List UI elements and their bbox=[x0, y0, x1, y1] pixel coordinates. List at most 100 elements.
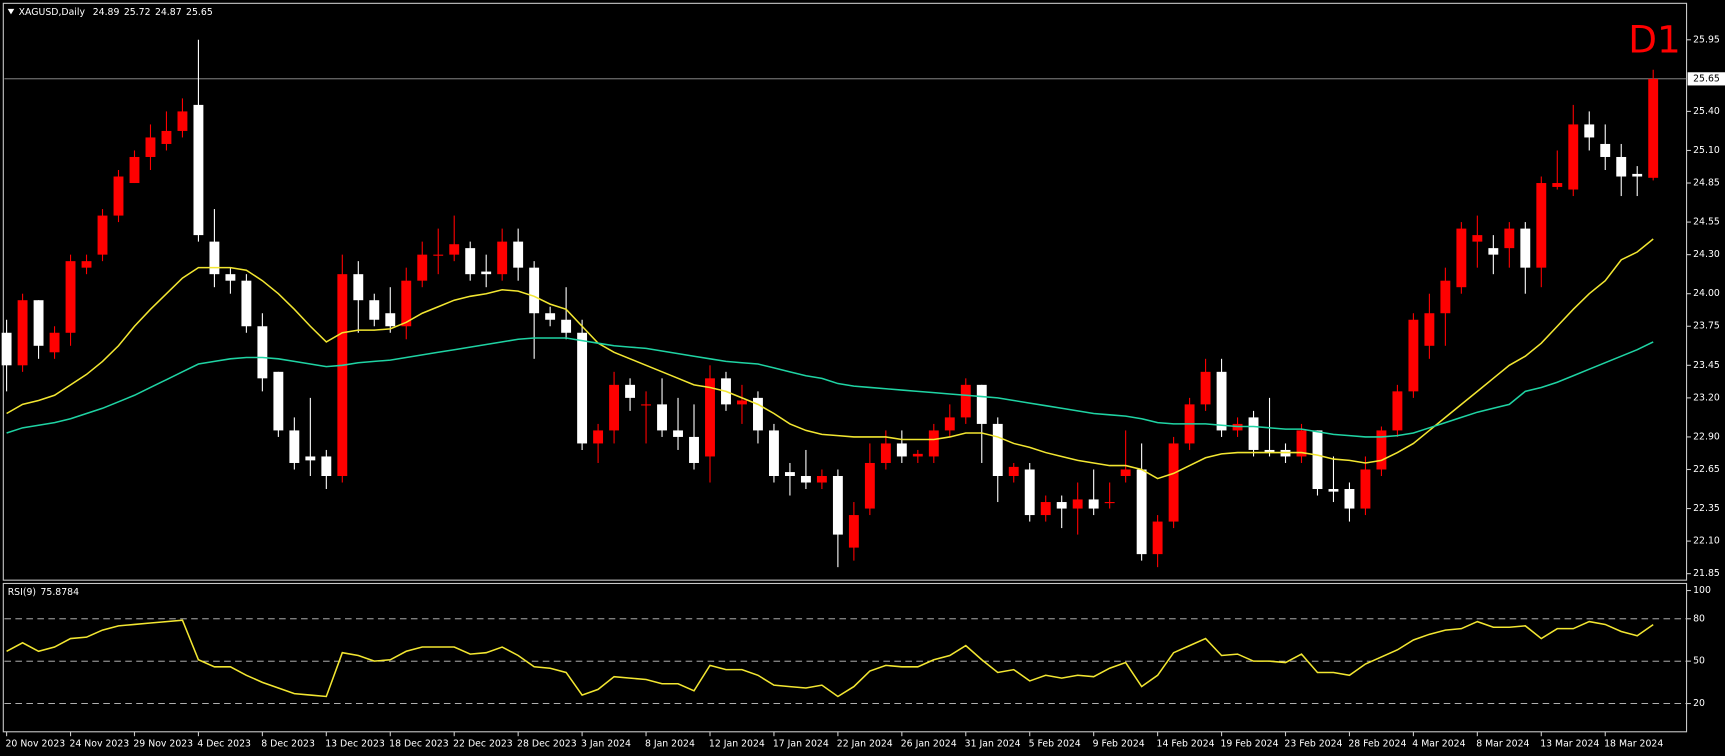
candle-body bbox=[513, 241, 524, 268]
x-tick-label: 8 Mar 2024 bbox=[1476, 738, 1529, 749]
candle-body bbox=[561, 319, 572, 333]
candle-body bbox=[1136, 469, 1147, 555]
candle-body bbox=[1008, 466, 1019, 476]
y-tick-label: 25.40 bbox=[1693, 106, 1720, 117]
candle-body bbox=[65, 261, 76, 333]
candle-body bbox=[1024, 469, 1035, 516]
candle-body bbox=[673, 430, 683, 437]
candle-body bbox=[1216, 371, 1227, 431]
y-tick-label: 22.10 bbox=[1693, 536, 1720, 547]
x-tick-label: 22 Jan 2024 bbox=[837, 738, 893, 749]
x-tick-label: 20 Nov 2023 bbox=[5, 738, 65, 749]
candle-body bbox=[529, 267, 540, 314]
candle-body bbox=[864, 462, 875, 509]
rsi-title: RSI(9) bbox=[8, 587, 36, 598]
x-tick-label: 5 Feb 2024 bbox=[1029, 738, 1081, 749]
candle-body bbox=[848, 515, 859, 548]
candle-body bbox=[1424, 313, 1435, 346]
x-tick-label: 13 Dec 2023 bbox=[325, 738, 385, 749]
candle-body bbox=[577, 332, 588, 444]
candle-body bbox=[337, 274, 348, 476]
candle-body bbox=[992, 423, 1003, 476]
x-tick-label: 18 Mar 2024 bbox=[1604, 738, 1663, 749]
high-value: 25.72 bbox=[124, 7, 151, 18]
candle-body bbox=[1568, 124, 1579, 190]
candle-body bbox=[97, 215, 108, 255]
candle-body bbox=[1152, 521, 1163, 555]
candle-body bbox=[737, 400, 747, 405]
x-tick-label: 13 Mar 2024 bbox=[1540, 738, 1599, 749]
candle-body bbox=[944, 417, 955, 431]
candle-body bbox=[49, 332, 60, 353]
candle-body bbox=[896, 443, 907, 457]
candle-body bbox=[768, 430, 779, 476]
candle-body bbox=[305, 456, 316, 461]
candle-body bbox=[1088, 499, 1099, 509]
close-value: 25.65 bbox=[186, 7, 213, 18]
candle-body bbox=[1200, 371, 1211, 405]
candle-body bbox=[1504, 228, 1515, 249]
y-tick-label: 23.75 bbox=[1693, 321, 1720, 332]
y-tick-label: 23.45 bbox=[1693, 360, 1720, 371]
y-tick-label: 50 bbox=[1693, 656, 1705, 667]
candle-body bbox=[625, 384, 636, 398]
candle-body bbox=[1360, 469, 1371, 509]
rsi-line bbox=[6, 619, 1654, 698]
candle-body bbox=[113, 176, 124, 216]
candle-body bbox=[433, 254, 444, 256]
candle-body bbox=[1392, 391, 1403, 431]
candle-body bbox=[784, 472, 795, 476]
candle-body bbox=[1408, 319, 1419, 392]
chart-header: XAGUSD,Daily 24.89 25.72 24.87 25.65 bbox=[19, 7, 213, 18]
y-tick-label: 23.20 bbox=[1693, 392, 1720, 403]
y-tick-label: 24.55 bbox=[1693, 217, 1720, 228]
candle-body bbox=[753, 397, 763, 431]
x-tick-label: 9 Feb 2024 bbox=[1093, 738, 1145, 749]
candle-body bbox=[1344, 489, 1355, 509]
candle-body bbox=[1584, 124, 1595, 138]
x-tick-label: 29 Nov 2023 bbox=[133, 738, 193, 749]
x-tick-label: 23 Feb 2024 bbox=[1284, 738, 1342, 749]
x-tick-label: 22 Dec 2023 bbox=[453, 738, 513, 749]
candle-body bbox=[161, 130, 172, 144]
candle-body bbox=[177, 111, 188, 131]
candle-body bbox=[465, 248, 476, 275]
y-tick-label: 20 bbox=[1693, 698, 1705, 709]
rsi-panel bbox=[2, 582, 1688, 733]
menu-arrow[interactable] bbox=[7, 8, 15, 15]
candle-body bbox=[960, 384, 971, 418]
rsi-value: 75.8784 bbox=[40, 587, 79, 598]
candle-body bbox=[641, 404, 651, 406]
candle-body bbox=[417, 254, 428, 281]
current-price-label: 25.65 bbox=[1693, 73, 1720, 84]
x-tick-label: 31 Jan 2024 bbox=[965, 738, 1021, 749]
candle-body bbox=[593, 430, 604, 444]
candle-body bbox=[705, 378, 715, 457]
candle-body bbox=[1264, 449, 1275, 453]
y-tick-label: 25.95 bbox=[1693, 34, 1720, 45]
x-tick-label: 26 Jan 2024 bbox=[901, 738, 957, 749]
y-tick-label: 24.30 bbox=[1693, 249, 1720, 260]
candle-body bbox=[257, 326, 268, 379]
y-tick-label: 21.85 bbox=[1693, 568, 1720, 579]
x-tick-label: 17 Jan 2024 bbox=[773, 738, 829, 749]
candle-body bbox=[497, 241, 508, 275]
candle-body bbox=[385, 313, 396, 327]
current-price-box bbox=[1687, 72, 1725, 86]
candle-body bbox=[481, 271, 492, 275]
x-tick-label: 14 Feb 2024 bbox=[1157, 738, 1215, 749]
candle-body bbox=[289, 430, 300, 463]
candle-body bbox=[129, 156, 140, 184]
x-tick-label: 4 Dec 2023 bbox=[197, 738, 251, 749]
candle-body bbox=[832, 475, 843, 535]
x-tick-label: 12 Jan 2024 bbox=[709, 738, 765, 749]
candle-body bbox=[1552, 183, 1563, 187]
rsi-header: RSI(9) 75.8784 bbox=[8, 587, 79, 598]
open-value: 24.89 bbox=[93, 7, 120, 18]
x-tick-label: 28 Dec 2023 bbox=[517, 738, 577, 749]
candle-body bbox=[321, 456, 332, 476]
candle-body bbox=[1616, 156, 1627, 177]
candle-body bbox=[816, 475, 827, 483]
candle-body bbox=[449, 244, 460, 255]
